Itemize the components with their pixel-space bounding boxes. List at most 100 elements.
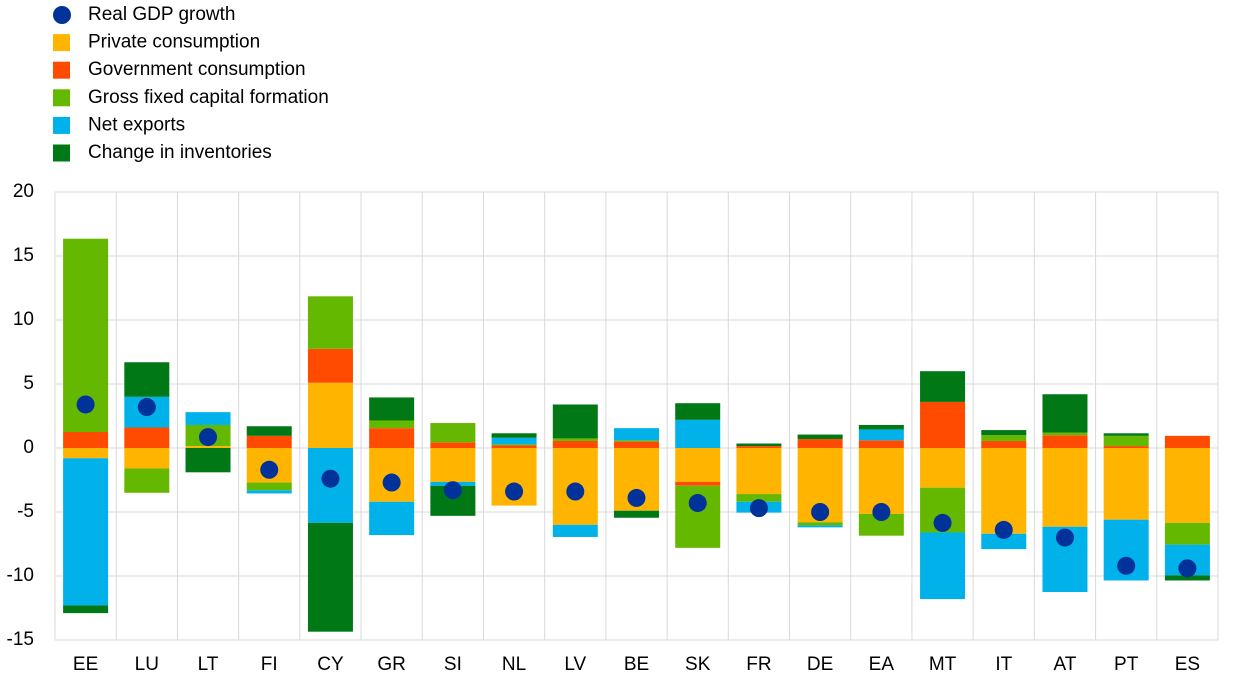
bar-segment <box>858 448 904 514</box>
bar-segment <box>981 435 1027 441</box>
y-tick-label: 0 <box>23 437 34 458</box>
legend-marker <box>53 144 70 162</box>
bar-segment <box>920 401 966 448</box>
x-tick-label: CY <box>317 654 344 675</box>
bar-segment <box>552 438 598 441</box>
bar-segment <box>124 468 170 493</box>
bar-segment <box>491 437 537 445</box>
x-tick-label: EA <box>869 654 895 675</box>
bar-segment <box>430 448 476 482</box>
bar-segment <box>1103 446 1149 448</box>
legend-label: Change in inventories <box>88 142 272 163</box>
x-tick-label: ES <box>1175 654 1200 675</box>
x-tick-label: AT <box>1054 654 1077 675</box>
gdp-dot <box>933 513 952 532</box>
gdp-dot <box>76 395 95 414</box>
bar-segment <box>736 446 782 448</box>
bar-segment <box>185 446 231 448</box>
bar-segment <box>1164 522 1210 545</box>
y-tick-label: 5 <box>23 373 34 394</box>
gdp-dot <box>1055 528 1074 547</box>
y-tick-label: 10 <box>13 309 34 330</box>
bar-segment <box>675 448 721 482</box>
legend-label: Gross fixed capital formation <box>88 87 329 108</box>
bar-segment <box>1042 448 1088 527</box>
bar-segment <box>124 362 170 397</box>
x-tick-label: LT <box>198 654 219 675</box>
legend-label: Government consumption <box>88 59 306 80</box>
bar-segment <box>981 440 1027 448</box>
gdp-dot <box>137 398 156 417</box>
gdp-dot <box>382 473 401 492</box>
bar-segment <box>797 525 843 528</box>
legend-marker <box>53 6 71 24</box>
bar-segment <box>491 433 537 438</box>
bar-segment <box>797 439 843 448</box>
bar-segment <box>246 435 292 448</box>
bar-segment <box>369 428 415 448</box>
y-tick-label: -5 <box>17 501 34 522</box>
bar-segment <box>63 605 109 614</box>
bar-segment <box>307 522 353 632</box>
bar-segment <box>63 458 109 606</box>
bar-segment <box>858 513 904 536</box>
y-tick-label: 15 <box>13 245 34 266</box>
bar-segment <box>552 404 598 439</box>
bar-segment <box>1042 435 1088 448</box>
bar-segment <box>246 482 292 491</box>
bar-segment <box>981 533 1027 550</box>
bar-segment <box>614 428 659 441</box>
bar-segment <box>369 397 415 421</box>
legend-label: Net exports <box>88 114 185 135</box>
gdp-dot <box>566 482 585 501</box>
x-tick-label: NL <box>502 654 526 675</box>
bar-segment <box>63 432 109 448</box>
bar-segment <box>1164 435 1210 448</box>
x-tick-label: MT <box>929 654 957 675</box>
y-tick-label: 20 <box>13 181 34 202</box>
gdp-dot <box>260 460 279 479</box>
gdp-dot <box>749 499 768 518</box>
plot-border <box>54 191 1219 641</box>
x-tick-label: PT <box>1114 654 1139 675</box>
bar-segment <box>369 501 415 536</box>
bar-segment <box>858 440 904 448</box>
bar-segment <box>736 443 782 447</box>
gdp-dot <box>811 503 830 521</box>
bar-segment <box>614 510 659 518</box>
bar-segment <box>430 442 476 448</box>
x-tick-label: EE <box>73 654 98 675</box>
bar-segment <box>1103 435 1149 447</box>
bar-segment <box>63 448 109 459</box>
legend-marker <box>53 34 70 52</box>
legend-marker <box>53 61 70 79</box>
gdp-dot <box>1117 556 1136 575</box>
bar-segment <box>614 441 659 448</box>
x-tick-label: FI <box>261 654 278 675</box>
x-tick-label: FR <box>746 654 771 675</box>
y-tick-label: -10 <box>7 565 34 586</box>
bar-segment <box>858 429 904 441</box>
bar-segment <box>981 448 1027 534</box>
bar-segment <box>307 382 353 448</box>
gdp-dot <box>505 482 524 501</box>
bar-segment <box>920 532 966 600</box>
x-tick-label: BE <box>624 654 649 675</box>
bar-segment <box>736 448 782 495</box>
bar-segment <box>675 403 721 420</box>
bar-segment <box>920 448 966 488</box>
bar-segment <box>246 426 292 436</box>
gdp-dot <box>321 469 340 488</box>
gdp-dot <box>994 520 1013 539</box>
bar-segment <box>920 371 966 402</box>
bar-segment <box>797 434 843 440</box>
bar-segment <box>185 412 231 425</box>
bar-segment <box>1164 448 1210 523</box>
bar-segment <box>552 440 598 448</box>
bar-segment <box>124 427 170 448</box>
legend-marker <box>53 116 70 134</box>
bar-segment <box>675 481 721 486</box>
bar-segment <box>1103 433 1149 436</box>
bar-segment <box>858 424 904 430</box>
bar-segment <box>491 445 537 448</box>
